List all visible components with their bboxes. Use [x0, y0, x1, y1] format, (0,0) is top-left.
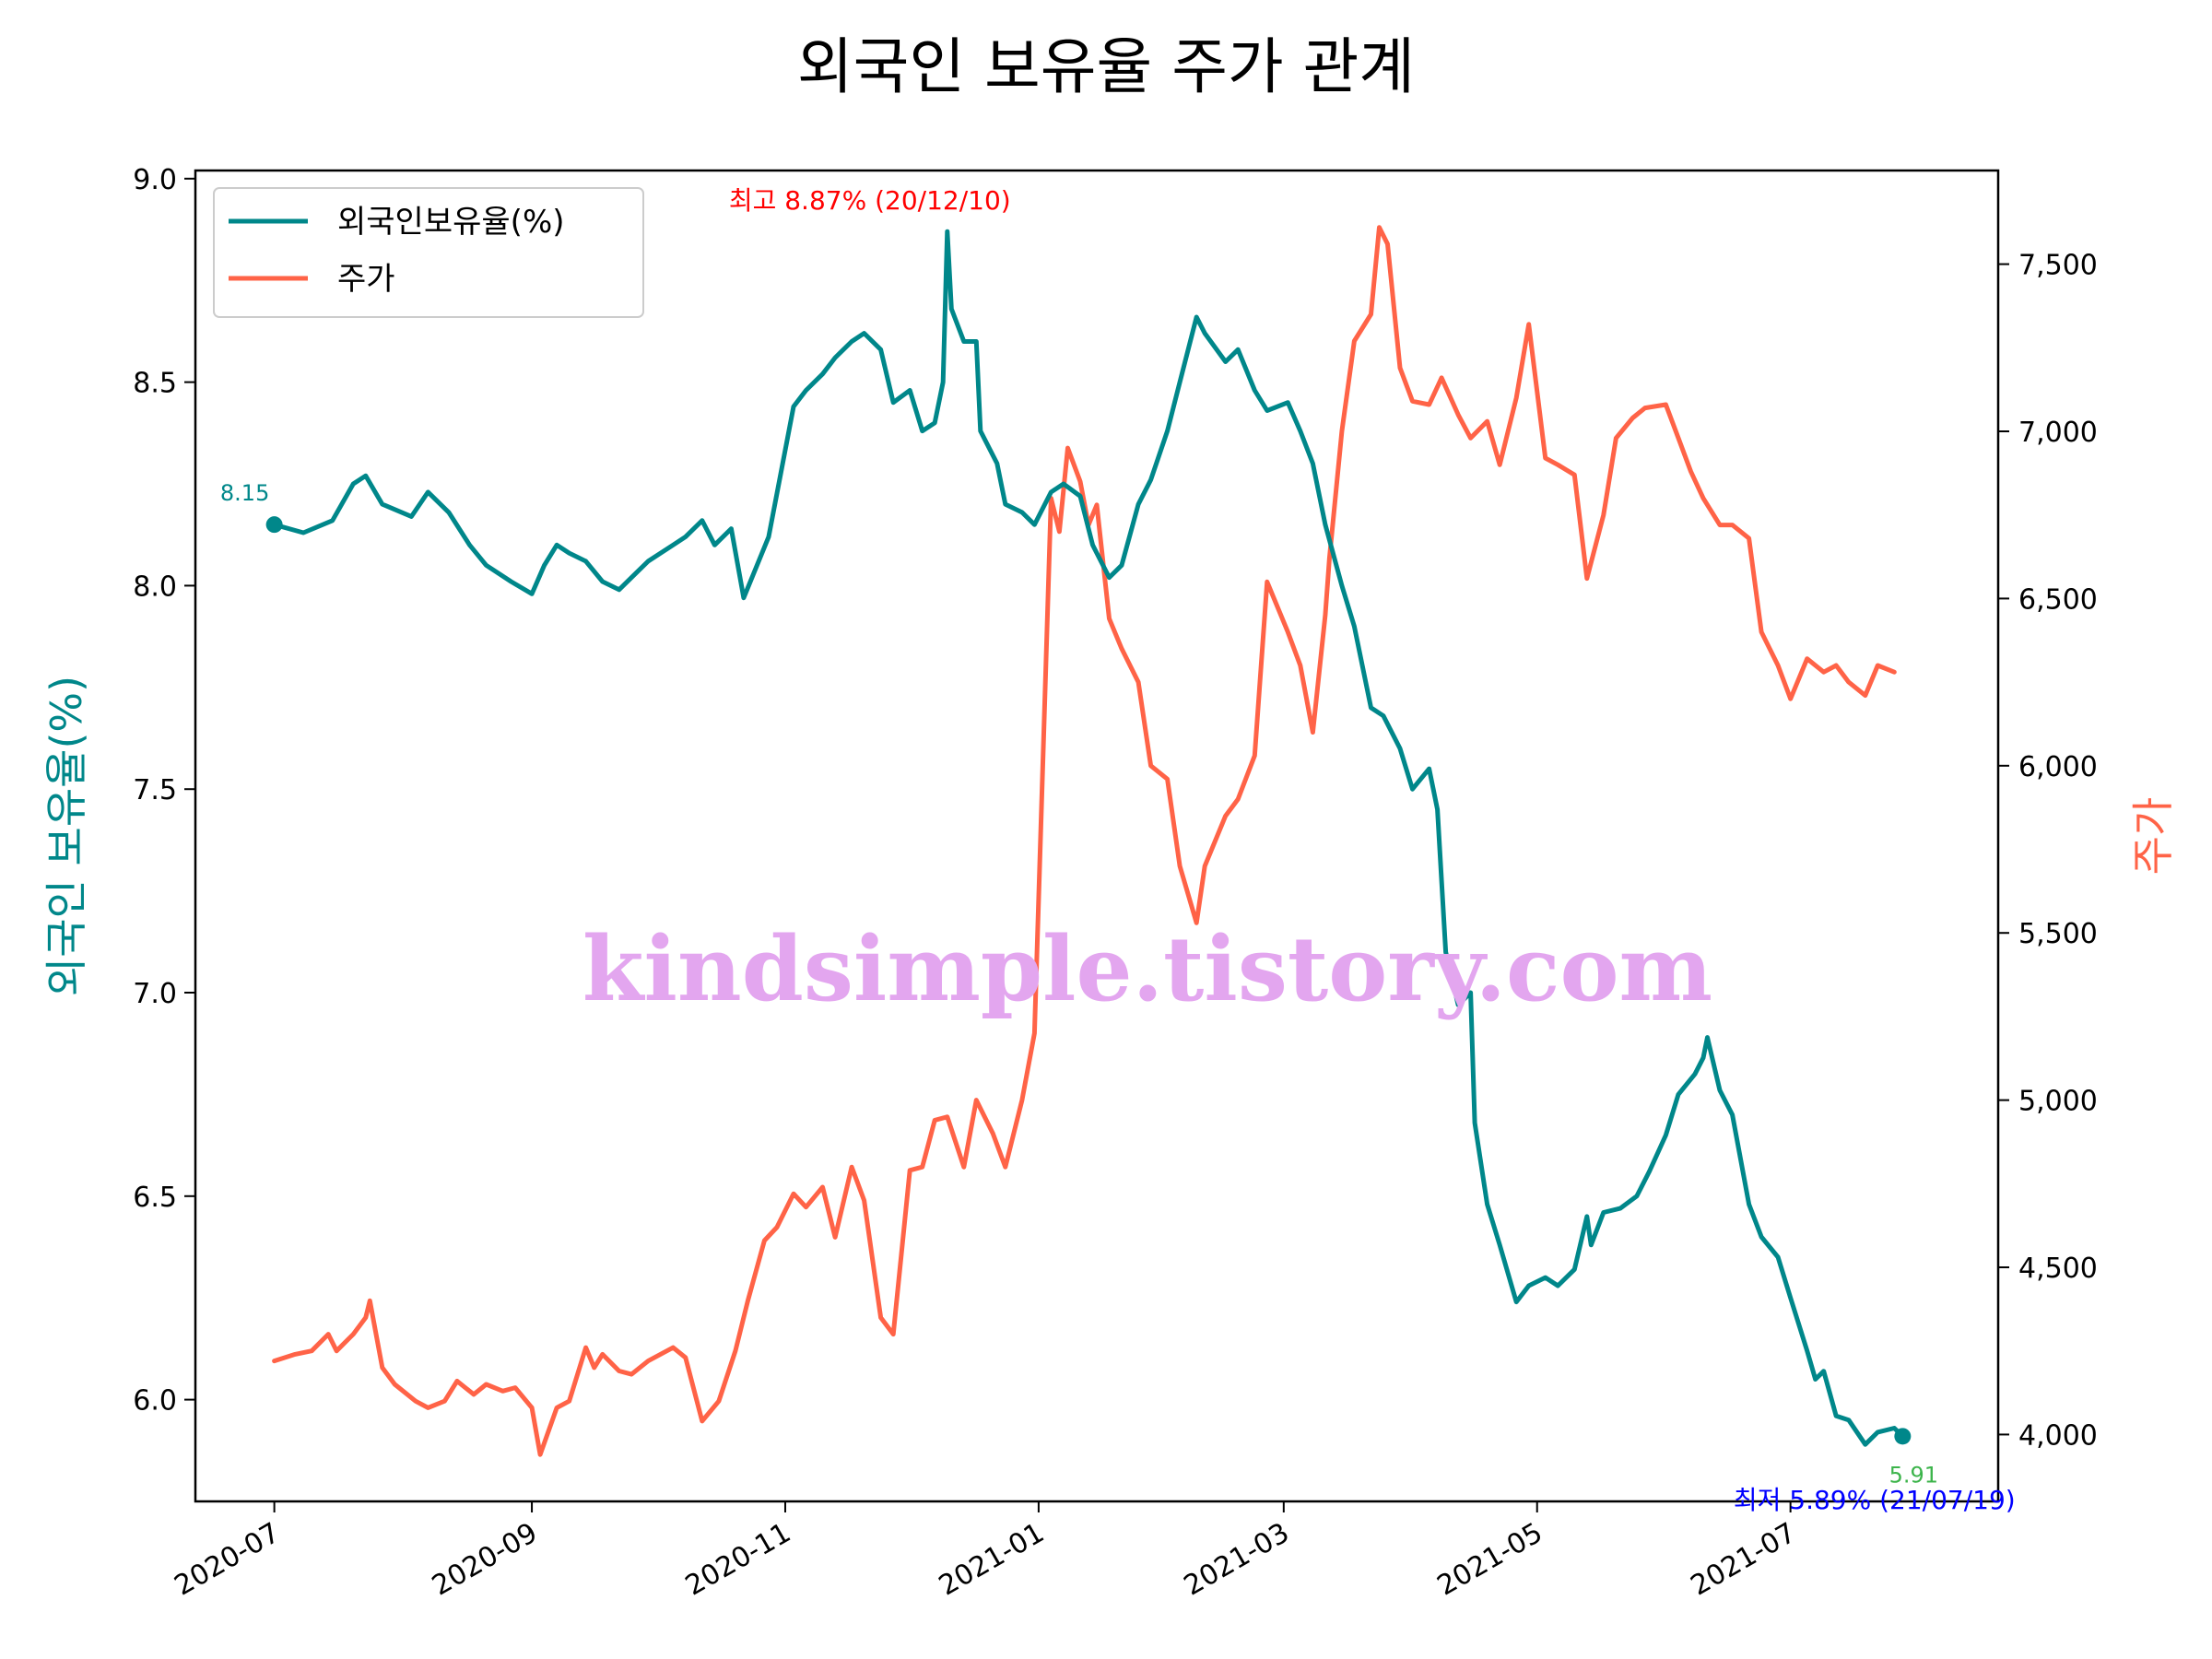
legend-label-holding: 외국인보유율(%)	[337, 204, 565, 241]
y-axis-right-label: 주가	[2128, 797, 2178, 876]
right-tick-label: 4,000	[2018, 1419, 2098, 1452]
start-point-marker	[265, 516, 283, 534]
right-tick-label: 7,500	[2018, 250, 2098, 282]
end-value-label: 5.91	[1889, 1462, 1938, 1488]
legend-box	[213, 187, 644, 318]
left-tick-label: 7.5	[133, 774, 177, 806]
right-tick-label: 4,500	[2018, 1253, 2098, 1285]
plot-area-frame	[194, 169, 2000, 1503]
left-tick-label: 8.0	[133, 571, 177, 603]
chart-title: 외국인 보유율 주가 관계	[797, 31, 1415, 102]
left-tick-label: 6.5	[133, 1182, 177, 1214]
legend-label-price: 주가	[337, 261, 395, 298]
series-layer	[265, 225, 1912, 1457]
start-value-label: 8.15	[220, 480, 269, 506]
left-tick-label: 7.0	[133, 978, 177, 1010]
end-point-marker	[1894, 1428, 1912, 1445]
right-tick-label: 7,000	[2018, 417, 2098, 449]
left-tick-label: 9.0	[133, 164, 177, 196]
right-tick-label: 6,500	[2018, 583, 2098, 616]
max-annotation: 최고 8.87% (20/12/10)	[729, 185, 1011, 216]
legend: 외국인보유율(%) 주가	[213, 187, 644, 318]
y-axis-left-label: 외국인 보유율(%)	[41, 676, 91, 996]
left-tick-label: 8.5	[133, 368, 177, 400]
right-axis-ticks: 4,000 4,500 5,000 5,500 6,000 6,500 7,000 7,500	[1998, 250, 2098, 1452]
watermark: kindsimple.tistory.com	[582, 917, 1712, 1021]
right-tick-label: 6,000	[2018, 751, 2098, 783]
left-axis-ticks: 6.0 6.5 7.0 7.5 8.0 8.5 9.0	[133, 164, 195, 1418]
right-tick-label: 5,000	[2018, 1086, 2098, 1118]
min-annotation: 최저 5.89% (21/07/19)	[1734, 1485, 2016, 1515]
series-line-holding	[272, 229, 1905, 1447]
right-tick-label: 5,500	[2018, 918, 2098, 950]
left-tick-label: 6.0	[133, 1385, 177, 1418]
